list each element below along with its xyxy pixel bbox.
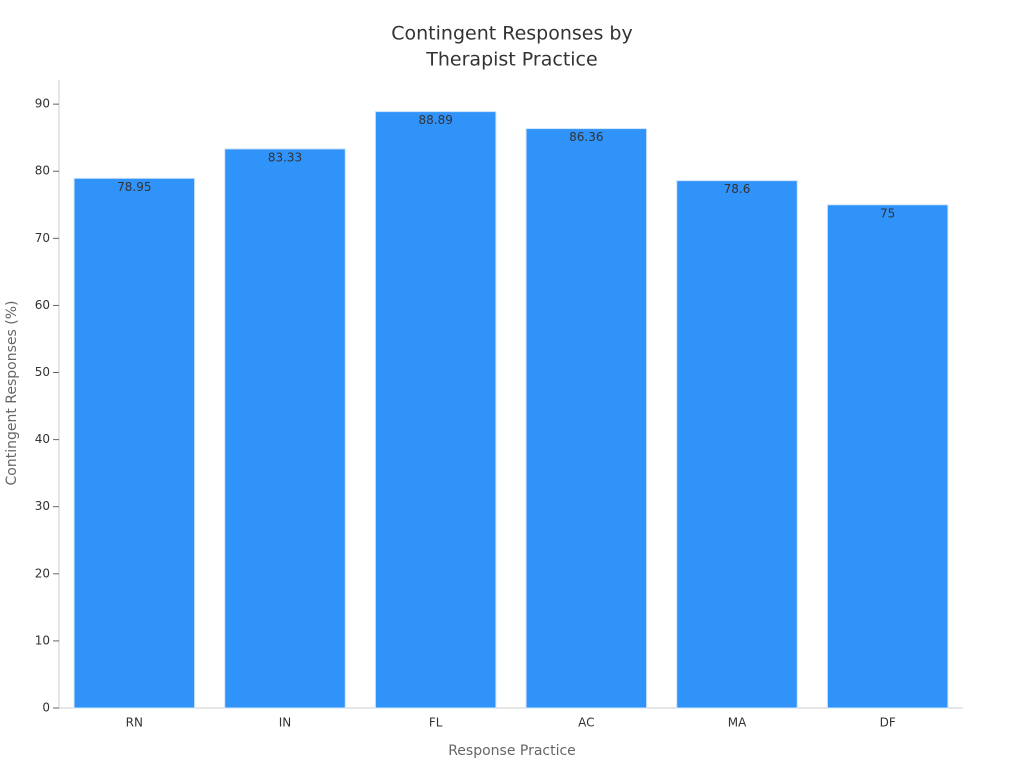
- y-tick-label: 70: [35, 231, 50, 245]
- x-axis-label: Response Practice: [448, 743, 576, 759]
- bar: [73, 177, 196, 709]
- value-label: 78.95: [117, 180, 151, 194]
- y-tick-label: 60: [35, 298, 50, 312]
- y-tick-label: 10: [35, 633, 50, 647]
- bar: [525, 128, 648, 709]
- y-tick-label: 40: [35, 432, 50, 446]
- x-tick-label: DF: [880, 716, 896, 730]
- y-tick-label: 90: [35, 97, 50, 111]
- x-tick-label: AC: [578, 716, 594, 730]
- y-tick-label: 0: [42, 701, 50, 715]
- value-label: 83.33: [268, 150, 302, 164]
- value-label: 86.36: [569, 130, 603, 144]
- y-tick-label: 20: [35, 566, 50, 580]
- y-axis-label: Contingent Responses (%): [4, 301, 20, 486]
- chart-title: Therapist Practice: [425, 49, 597, 71]
- bar: [224, 148, 346, 709]
- bar: [374, 111, 497, 709]
- x-tick-label: MA: [728, 716, 747, 730]
- y-tick-label: 50: [35, 365, 50, 379]
- bar: [676, 180, 798, 709]
- x-tick-label: IN: [279, 716, 292, 730]
- x-tick-label: RN: [126, 716, 143, 730]
- y-tick-label: 80: [35, 164, 50, 178]
- value-label: 88.89: [418, 113, 452, 127]
- bar: [826, 204, 949, 709]
- x-tick-label: FL: [429, 716, 443, 730]
- value-label: 78.6: [724, 182, 751, 196]
- chart-title: Contingent Responses by: [391, 23, 632, 45]
- value-label: 75: [880, 206, 895, 220]
- y-tick-label: 30: [35, 499, 50, 513]
